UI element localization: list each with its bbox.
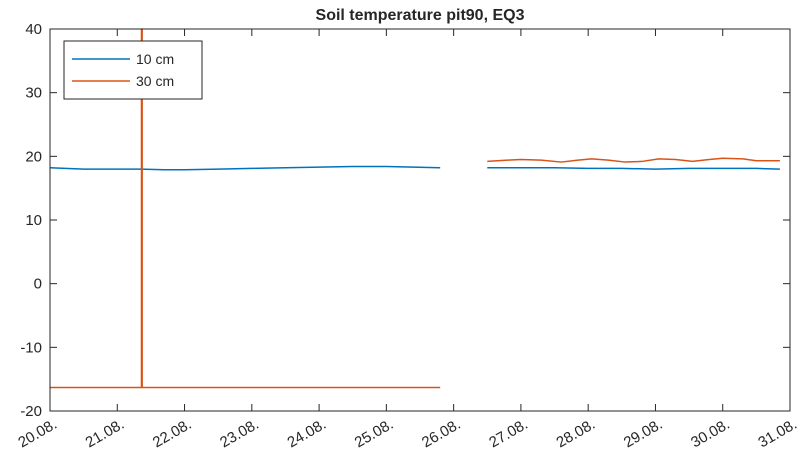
chart-title: Soil temperature pit90, EQ3 xyxy=(316,7,525,24)
y-tick-label: 10 xyxy=(25,212,42,229)
y-tick-label: 20 xyxy=(25,148,42,165)
series-0-line-segment-0 xyxy=(49,165,441,171)
y-tick-label: 40 xyxy=(25,21,42,38)
y-tick-label: -10 xyxy=(20,339,42,356)
y-tick-label: 0 xyxy=(34,276,42,293)
series-1-line-segment-1 xyxy=(487,157,780,163)
series-0-line-segment-1 xyxy=(487,167,780,170)
legend-label-30cm: 30 cm xyxy=(136,73,174,89)
y-tick-label: 30 xyxy=(25,85,42,102)
y-tick-label: -20 xyxy=(20,403,42,420)
legend-box xyxy=(63,40,203,100)
legend: 10 cm 30 cm xyxy=(63,40,203,100)
legend-label-10cm: 10 cm xyxy=(136,51,174,67)
